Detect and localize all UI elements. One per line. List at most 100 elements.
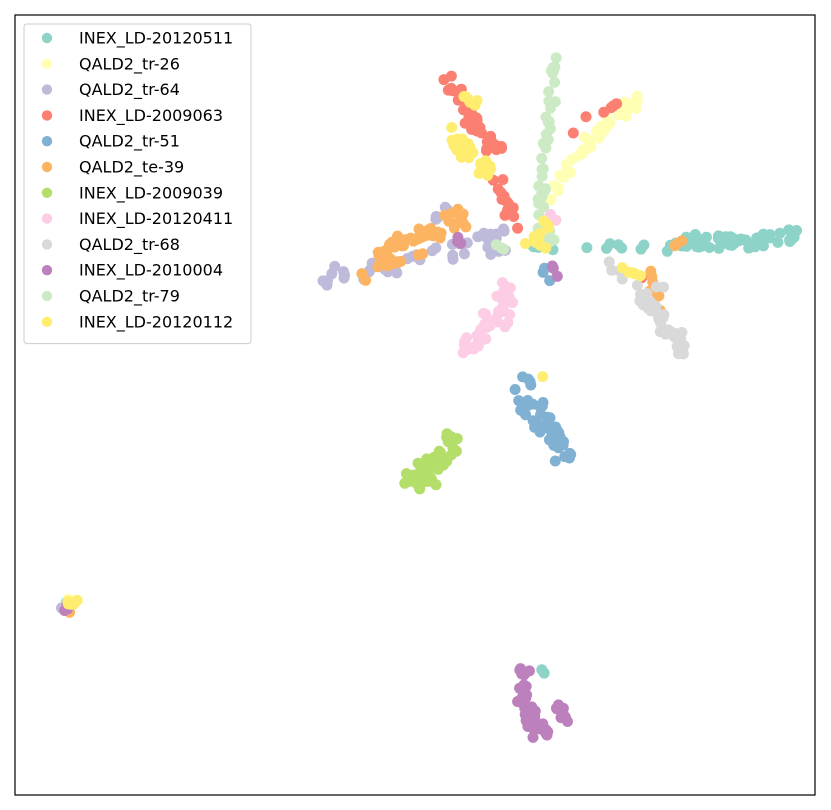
data-point (497, 174, 509, 186)
data-point (446, 122, 458, 133)
data-point (441, 431, 453, 443)
data-point (503, 291, 515, 303)
data-point (459, 335, 471, 347)
data-point (545, 65, 557, 77)
data-point (520, 692, 532, 704)
data-point (655, 317, 667, 329)
data-point (549, 76, 561, 88)
data-point (403, 475, 415, 487)
data-point (475, 158, 486, 170)
legend-label: INEX_LD-20120511 (79, 29, 233, 49)
data-point (689, 229, 701, 240)
data-point (490, 239, 502, 251)
data-point (520, 680, 532, 692)
data-point (581, 242, 593, 254)
data-point (548, 439, 560, 451)
data-point (457, 347, 469, 359)
legend-label: INEX_LD-2010004 (79, 261, 223, 281)
data-point (62, 595, 74, 607)
data-point (540, 111, 552, 123)
data-point (498, 190, 510, 202)
data-point (479, 318, 491, 330)
data-point (478, 307, 489, 319)
data-point (783, 224, 795, 236)
data-point (661, 245, 673, 257)
data-point (417, 476, 429, 488)
data-point (478, 227, 490, 239)
data-point (540, 128, 552, 140)
data-point (495, 141, 507, 152)
data-point (329, 260, 341, 272)
data-point (445, 70, 457, 82)
data-point (439, 209, 451, 221)
legend-marker (41, 58, 53, 69)
data-point (561, 164, 573, 176)
data-point (412, 249, 424, 261)
data-point (412, 233, 424, 245)
data-point (71, 594, 83, 606)
series-INEX_LD-20120411 (457, 208, 562, 359)
data-point (677, 348, 689, 360)
data-point (537, 371, 549, 383)
data-point (700, 231, 712, 243)
data-point (785, 234, 797, 246)
legend-marker (41, 290, 53, 302)
data-point (664, 325, 676, 337)
data-point (471, 112, 483, 124)
data-point (598, 106, 610, 118)
data-point (613, 109, 624, 121)
data-point (551, 702, 562, 714)
data-point (693, 241, 705, 253)
data-point (373, 260, 385, 272)
plot-frame (14, 14, 816, 796)
data-point (726, 239, 738, 251)
legend-marker (41, 84, 53, 95)
data-point (552, 182, 564, 194)
data-point (502, 204, 514, 216)
data-point (651, 306, 663, 318)
data-point (430, 213, 442, 225)
data-point (638, 239, 650, 251)
data-point (509, 384, 521, 395)
data-point (467, 147, 479, 159)
data-point (536, 152, 548, 164)
data-point (542, 726, 554, 738)
data-point (604, 238, 616, 250)
data-point (452, 236, 464, 247)
data-point (629, 268, 641, 280)
legend-marker (41, 213, 53, 224)
data-point (392, 239, 404, 251)
legend-label: QALD2_tr-51 (79, 132, 180, 152)
data-point (636, 296, 648, 308)
legend-label: INEX_LD-2009039 (79, 183, 223, 203)
data-point (543, 222, 555, 234)
data-point (671, 341, 683, 352)
data-point (492, 306, 504, 317)
data-point (576, 148, 588, 160)
legend: INEX_LD-20120511 QALD2_tr-26 QALD2_tr-64 IN… (23, 23, 252, 345)
data-point (524, 376, 536, 388)
data-point (382, 243, 394, 255)
legend-label: QALD2_tr-64 (79, 80, 180, 100)
data-point (338, 272, 350, 284)
data-point (382, 260, 394, 272)
data-point (468, 343, 480, 355)
data-point (549, 455, 561, 467)
data-point (545, 102, 556, 114)
data-point (520, 238, 531, 249)
data-point (502, 317, 514, 329)
data-point (456, 133, 468, 145)
data-point (751, 232, 763, 244)
legend-label: INEX_LD-2009063 (79, 106, 223, 126)
data-point (536, 164, 548, 175)
data-point (524, 398, 536, 410)
legend-label: QALD2_tr-68 (79, 235, 180, 255)
legend-marker (41, 161, 53, 173)
data-point (531, 421, 542, 433)
legend-marker (41, 239, 53, 250)
data-point (669, 240, 681, 252)
data-point (631, 279, 643, 291)
series-INEX_LD-2010004 (59, 231, 573, 743)
legend-label: QALD2_te-39 (79, 158, 184, 178)
data-point (641, 288, 653, 299)
